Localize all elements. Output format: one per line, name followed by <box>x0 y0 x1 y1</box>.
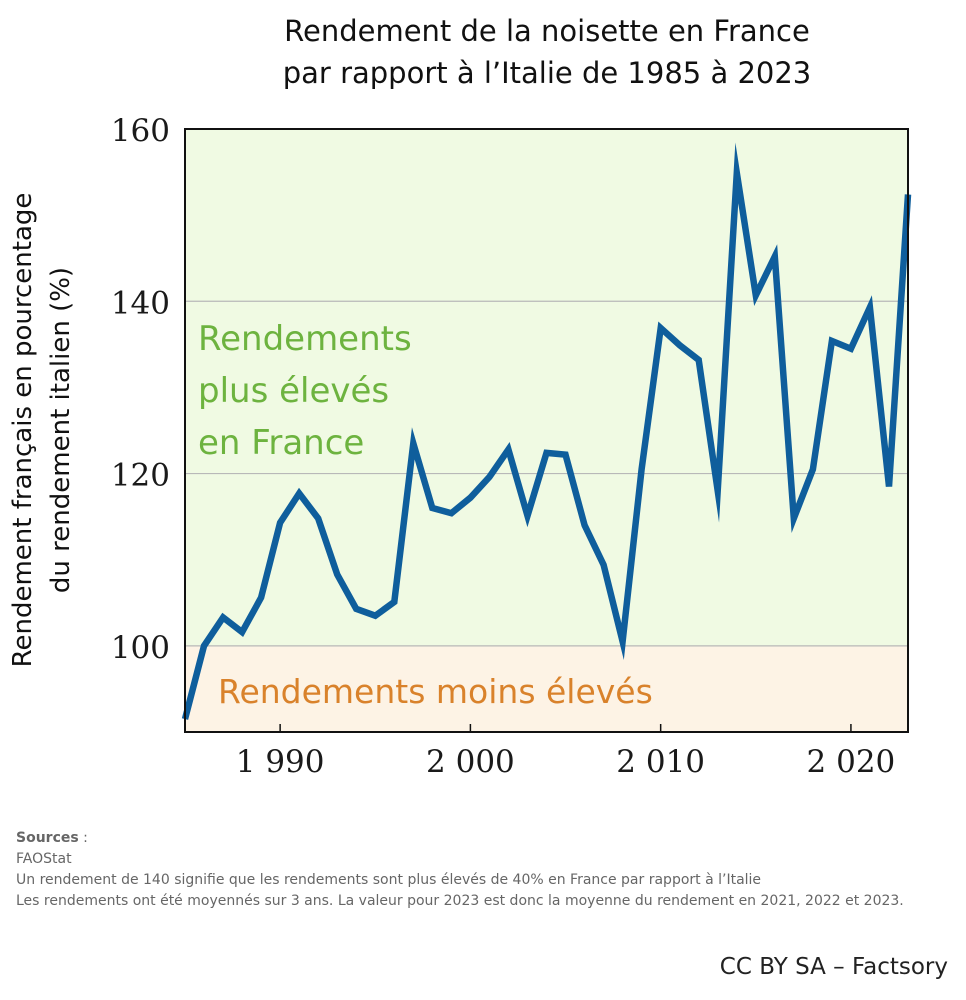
data-point <box>696 357 702 363</box>
plot-frame <box>184 128 909 733</box>
region-lower-yield <box>185 645 908 732</box>
x-tick-label: 2 020 <box>807 744 896 780</box>
data-point <box>886 483 892 489</box>
chart-title-line-2: par rapport à l’Italie de 1985 à 2023 <box>282 56 812 90</box>
note-line-source: FAOStat <box>16 851 72 867</box>
sources-heading: Sources : <box>16 828 904 849</box>
data-point <box>315 515 321 521</box>
sources-colon: : <box>78 830 88 846</box>
data-point <box>715 488 721 494</box>
data-point <box>353 606 359 612</box>
data-point <box>601 562 607 568</box>
region-label-higher-line: en France <box>198 423 364 463</box>
data-line <box>181 142 912 720</box>
data-point <box>220 614 226 620</box>
chart-title-line-1: Rendement de la noisette en France <box>284 14 810 48</box>
data-point <box>524 513 530 519</box>
x-tick-label: 2 010 <box>616 744 705 780</box>
data-point <box>620 639 626 645</box>
data-point <box>734 170 740 176</box>
data-point <box>334 571 340 577</box>
y-axis-label-line-1: Rendement français en pourcentage <box>8 192 38 668</box>
data-point <box>505 446 511 452</box>
data-point <box>677 342 683 348</box>
y-tick-label: 100 <box>111 630 170 666</box>
data-point <box>582 522 588 528</box>
data-point <box>296 490 302 496</box>
data-point <box>277 520 283 526</box>
note-line-averaging: Les rendements ont été moyennés sur 3 an… <box>16 893 904 909</box>
line-chart: Rendements plus élevés en France Rendements… <box>111 113 912 780</box>
data-point <box>639 466 645 472</box>
data-point <box>544 450 550 456</box>
x-tick-label: 2 000 <box>426 744 515 780</box>
y-axis-label-line-2: du rendement italien (%) <box>46 266 76 594</box>
note-line-meaning: Un rendement de 140 signifie que les ren… <box>16 872 762 888</box>
y-tick-label: 140 <box>111 285 170 321</box>
data-point <box>258 595 264 601</box>
data-point <box>239 629 245 635</box>
data-point <box>810 466 816 472</box>
data-point <box>829 338 835 344</box>
y-tick-label: 120 <box>111 458 170 494</box>
data-point <box>467 495 473 501</box>
data-point <box>201 643 207 649</box>
data-point <box>486 474 492 480</box>
region-label-lower: Rendements moins élevés <box>218 672 653 711</box>
data-point <box>429 505 435 511</box>
data-point <box>658 325 664 331</box>
data-point <box>563 452 569 458</box>
license-credit: CC BY SA – Factsory <box>719 954 948 980</box>
region-label-higher-line: plus élevés <box>198 371 389 411</box>
data-point <box>848 346 854 352</box>
x-tick-label: 1 990 <box>236 744 325 780</box>
data-point <box>391 599 397 605</box>
data-point <box>791 515 797 521</box>
chart-notes: Sources : FAOStat Un rendement de 140 si… <box>16 828 904 912</box>
data-point <box>867 304 873 310</box>
data-point <box>753 292 759 298</box>
data-point <box>410 440 416 446</box>
y-tick-label: 160 <box>111 113 170 149</box>
data-point <box>372 613 378 619</box>
y-axis-label: Rendement français en pourcentage du ren… <box>4 193 80 668</box>
chart-title: Rendement de la noisette en France par r… <box>0 10 966 94</box>
region-label-higher-line: Rendements <box>198 319 412 359</box>
data-point <box>448 510 454 516</box>
data-point <box>772 253 778 259</box>
sources-title: Sources <box>16 830 79 846</box>
